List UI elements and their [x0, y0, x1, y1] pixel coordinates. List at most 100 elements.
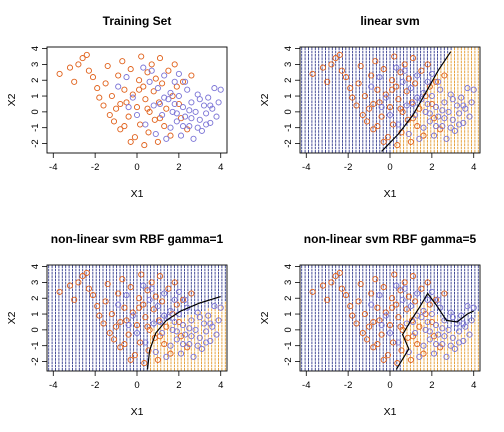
point-class-b: [376, 74, 383, 81]
point-class-b: [449, 96, 456, 103]
point-class-b: [451, 127, 458, 134]
panel-training-set: Training Set -4 -2 0 2 4 -2 -1 0 1 2 3 4 X1 X2: [6, 14, 228, 200]
point-class-a: [104, 280, 111, 288]
point-class-a: [89, 292, 97, 299]
x-tick-label: 0: [134, 162, 139, 173]
point-class-a: [374, 86, 381, 93]
point-class-b: [439, 123, 446, 130]
point-class-b: [175, 288, 182, 295]
y-tick-label: 1: [283, 93, 294, 98]
point-class-a: [121, 341, 128, 348]
point-class-b: [447, 124, 454, 131]
point-class-a: [179, 78, 187, 85]
point-class-a: [110, 118, 118, 125]
point-class-a: [366, 105, 373, 112]
point-class-a: [141, 142, 148, 149]
point-class-a: [136, 77, 143, 84]
point-class-b: [424, 78, 431, 85]
point-class-b: [386, 111, 394, 119]
point-class-b: [179, 341, 187, 348]
point-class-a: [144, 287, 151, 294]
point-class-b: [470, 86, 477, 93]
point-class-b: [165, 96, 172, 103]
point-class-a: [146, 326, 153, 333]
panel-title: non-linear svm RBF gamma=1: [51, 232, 224, 246]
point-class-b: [179, 104, 187, 111]
point-class-a: [163, 105, 170, 112]
point-class-b: [209, 105, 216, 112]
point-class-b: [167, 89, 174, 96]
point-class-a: [152, 75, 159, 82]
y-tick-label: 3: [30, 62, 41, 67]
point-class-b: [115, 301, 122, 308]
point-class-b: [435, 113, 442, 120]
x-tick-label: -2: [344, 162, 352, 173]
point-class-a: [117, 126, 124, 133]
point-class-a: [121, 86, 128, 93]
point-class-a: [96, 94, 103, 101]
point-class-b: [161, 290, 168, 297]
plot-box: [46, 46, 228, 154]
point-class-b: [209, 323, 216, 330]
point-class-b: [432, 123, 440, 130]
point-class-a: [150, 88, 157, 95]
point-class-a: [113, 105, 120, 112]
point-class-a: [368, 72, 375, 79]
point-class-b: [140, 282, 147, 289]
x-tick-label: 0: [134, 380, 139, 391]
point-class-b: [142, 121, 149, 128]
point-class-a: [361, 92, 368, 100]
y-tick-label: -1: [30, 123, 41, 131]
point-class-a: [100, 320, 107, 327]
point-class-b: [167, 307, 174, 314]
point-class-a: [75, 279, 82, 286]
decision-grid: [301, 47, 479, 153]
point-class-a: [108, 92, 115, 100]
point-class-b: [207, 102, 214, 109]
decision-grid: [48, 265, 226, 371]
point-class-b: [169, 108, 176, 115]
point-class-b: [198, 345, 205, 352]
point-class-b: [418, 96, 425, 103]
y-tick-label: 3: [283, 62, 294, 67]
point-class-a: [159, 298, 166, 305]
y-tick-label: 4: [30, 46, 41, 51]
y-tick-label: 0: [283, 109, 294, 114]
point-class-b: [213, 113, 220, 120]
point-class-b: [177, 132, 185, 139]
point-class-a: [338, 67, 345, 74]
point-class-b: [200, 102, 208, 109]
point-class-a: [171, 61, 178, 68]
x-axis-label: X1: [131, 406, 144, 418]
point-class-a: [319, 64, 327, 71]
point-class-b: [207, 337, 214, 344]
point-class-b: [466, 113, 473, 120]
y-tick-label: 1: [30, 311, 41, 316]
point-class-a: [347, 85, 354, 92]
point-class-a: [380, 66, 387, 73]
point-class-a: [409, 55, 417, 62]
point-class-a: [66, 64, 74, 71]
point-class-a: [145, 347, 152, 354]
point-class-b: [173, 118, 180, 125]
y-tick-label: -2: [30, 139, 41, 147]
point-class-a: [119, 276, 126, 283]
point-class-a: [133, 322, 141, 329]
point-class-b: [173, 328, 180, 335]
point-class-b: [441, 99, 448, 106]
point-class-b: [188, 333, 195, 340]
point-class-a: [140, 83, 147, 90]
point-class-b: [393, 64, 400, 71]
point-class-a: [389, 77, 396, 84]
point-class-b: [188, 115, 195, 122]
point-class-a: [138, 271, 145, 278]
point-class-b: [205, 312, 212, 319]
panel-linear-svm: linear svm -4 -2 0 2 4 -2 -1 0 1 2 3 4 X1 X2: [259, 14, 481, 200]
point-class-b: [211, 303, 218, 310]
decision-boundary: [381, 51, 452, 152]
point-class-b: [182, 113, 189, 120]
point-class-b: [173, 110, 180, 117]
point-class-b: [426, 118, 433, 125]
panel-title: linear svm: [360, 14, 419, 28]
